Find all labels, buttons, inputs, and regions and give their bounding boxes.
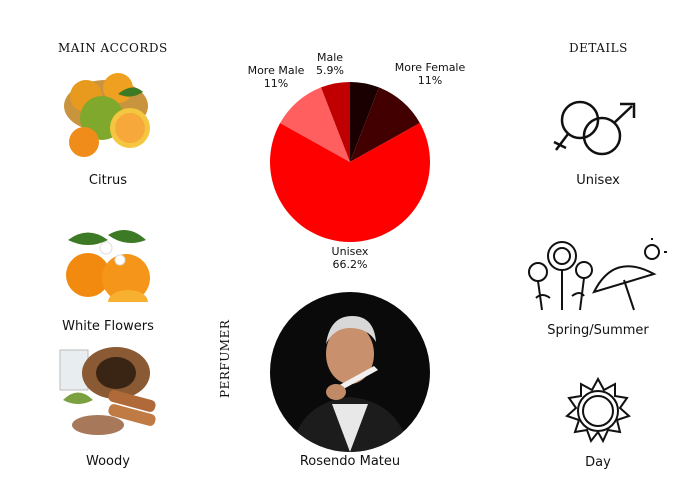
pie-slice-female: [350, 82, 379, 162]
perfumer-heading: PERFUMER: [218, 319, 232, 398]
white-flowers-image: [66, 230, 150, 302]
flowers-umbrella-sun-icon: [528, 238, 667, 311]
perfumer-photo: [270, 292, 430, 452]
detail-label-day: Day: [585, 455, 611, 470]
citrus-fruit-image: [64, 73, 150, 157]
pie-label-unisex: Unisex 66.2%: [331, 245, 369, 271]
pie-label-male: Male 5.9%: [316, 51, 344, 77]
accord-label-white-flowers: White Flowers: [62, 319, 154, 334]
pie-slice-unisex: [270, 123, 430, 242]
pie-label-more-male: More Male 11%: [247, 64, 305, 90]
accord-label-woody: Woody: [86, 454, 130, 469]
woody-image: [59, 347, 156, 435]
pie-label-more-female: More Female 11%: [394, 61, 466, 87]
detail-label-unisex: Unisex: [576, 173, 620, 188]
pie-slice-male: [321, 82, 350, 162]
details-heading: DETAILS: [569, 41, 628, 55]
perfumer-name: Rosendo Mateu: [299, 454, 401, 469]
pie-slice-more-female: [350, 87, 420, 162]
detail-label-spring-summer: Spring/Summer: [547, 323, 649, 338]
gender-pie-chart: [270, 82, 430, 242]
gender-symbols-icon: [553, 100, 636, 156]
pie-slice-more-male: [280, 87, 350, 162]
main-accords-heading: MAIN ACCORDS: [58, 41, 168, 55]
sun-icon: [565, 376, 631, 444]
accord-label-citrus: Citrus: [88, 173, 128, 188]
